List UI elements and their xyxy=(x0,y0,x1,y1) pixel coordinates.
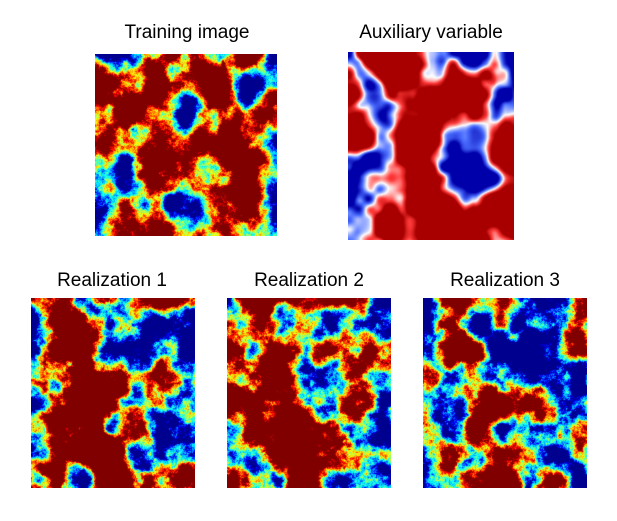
realization-1-title: Realization 1 xyxy=(57,270,167,291)
auxiliary-variable-map xyxy=(348,52,514,240)
realization-3-map xyxy=(423,298,587,488)
auxiliary-variable-title: Auxiliary variable xyxy=(359,22,503,43)
realization-3-title: Realization 3 xyxy=(450,270,560,291)
realization-2-map xyxy=(227,298,391,488)
training-image-title: Training image xyxy=(124,22,250,43)
realization-1-map xyxy=(31,298,195,488)
training-image-map xyxy=(95,54,277,236)
realization-2-title: Realization 2 xyxy=(254,270,364,291)
